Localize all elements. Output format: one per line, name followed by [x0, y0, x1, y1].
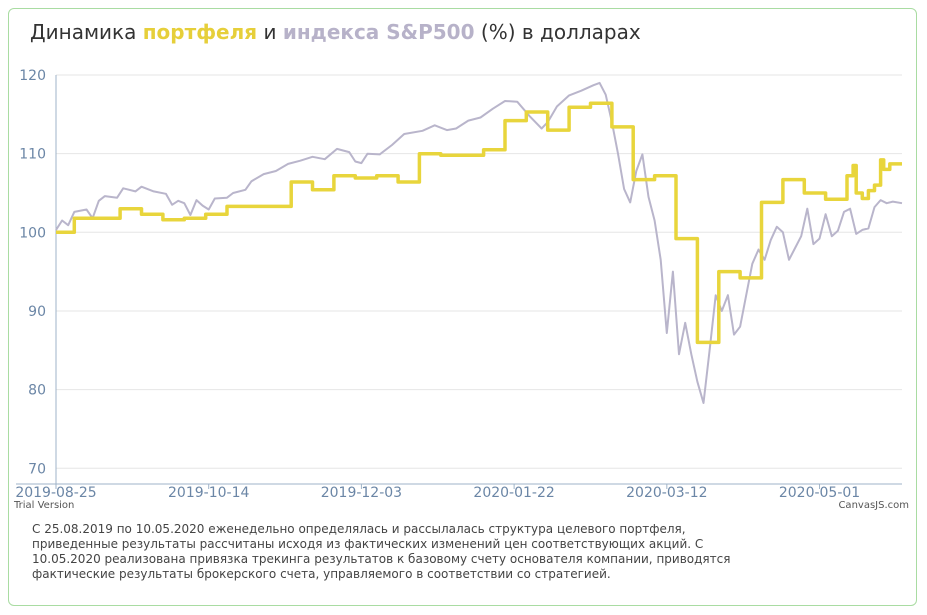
y-tick-label: 90 — [28, 304, 46, 320]
y-tick-label: 120 — [19, 68, 46, 84]
y-tick-label: 70 — [28, 461, 46, 477]
x-tick-label: 2020-03-12 — [626, 485, 707, 501]
x-tick-label: 2019-08-25 — [15, 485, 96, 501]
footnote: С 25.08.2019 по 10.05.2020 еженедельно о… — [32, 522, 731, 581]
x-axis: 2019-08-25 2019-10-14 2019-12-03 2020-01-22… — [15, 483, 902, 501]
index-line — [55, 81, 903, 404]
title-part-3: (%) в долларах — [474, 20, 641, 44]
title-portfolio: портфеля — [142, 20, 258, 44]
chart-title: Динамика портфеля и индекса S&P500 (%) в… — [30, 20, 641, 44]
chart-card — [8, 8, 917, 606]
title-part-2: и — [257, 20, 283, 44]
title-part-1: Динамика — [30, 20, 143, 44]
y-tick-label: 110 — [19, 147, 46, 163]
x-tick-label: 2019-10-14 — [168, 485, 249, 501]
series-lines — [55, 81, 903, 404]
watermark-trial: Trial Version — [13, 500, 74, 511]
y-axis: 70 80 90 100 110 120 — [19, 68, 57, 484]
grid-lines — [56, 74, 902, 469]
x-tick-label: 2020-01-22 — [473, 485, 554, 501]
y-tick-label: 80 — [28, 383, 46, 399]
x-tick-label: 2020-05-01 — [779, 485, 860, 501]
portfolio-line — [56, 101, 902, 345]
y-tick-label: 100 — [19, 225, 46, 241]
title-index: индекса S&P500 — [282, 20, 475, 44]
watermark-canvasjs: CanvasJS.com — [838, 500, 909, 511]
x-tick-label: 2019-12-03 — [321, 485, 402, 501]
